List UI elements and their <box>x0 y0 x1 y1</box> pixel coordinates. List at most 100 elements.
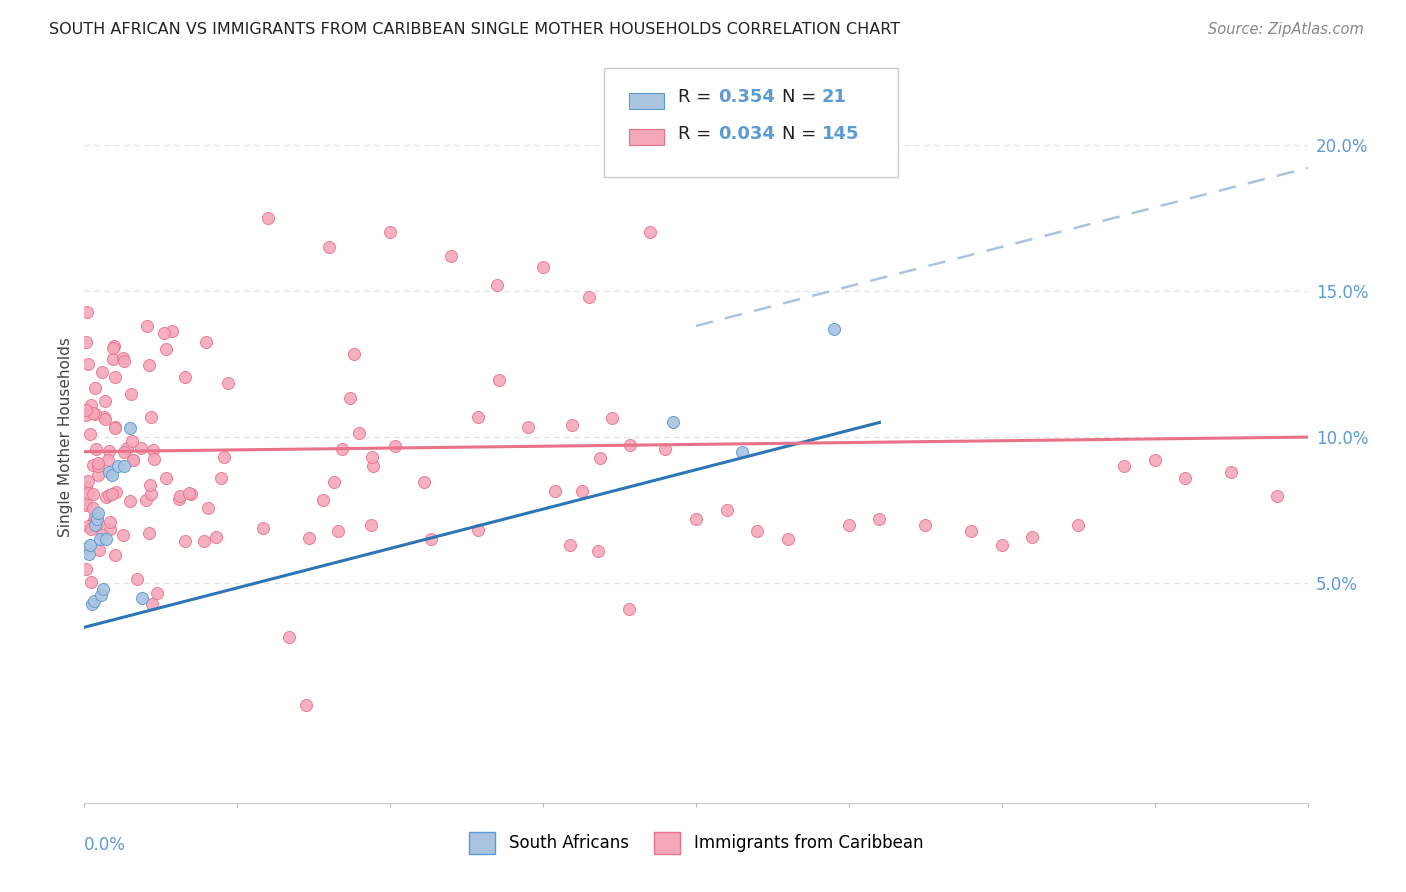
Point <box>467 410 489 425</box>
Point <box>83 513 105 527</box>
Point <box>142 443 165 458</box>
Point <box>380 225 402 239</box>
Point <box>600 411 623 425</box>
Point <box>412 475 434 490</box>
Point <box>129 441 152 455</box>
Point <box>98 522 121 536</box>
Point <box>332 442 354 456</box>
Point <box>141 597 163 611</box>
Text: 0.034: 0.034 <box>718 125 775 143</box>
Point <box>112 445 135 459</box>
Point <box>104 549 127 563</box>
Text: 21: 21 <box>823 88 846 106</box>
Point <box>82 458 104 472</box>
Point <box>112 353 135 368</box>
Point <box>278 630 301 644</box>
Point <box>960 524 983 538</box>
Text: Source: ZipAtlas.com: Source: ZipAtlas.com <box>1208 22 1364 37</box>
Point <box>75 498 97 512</box>
Point <box>1220 465 1243 479</box>
Point <box>776 533 799 547</box>
Point <box>347 425 370 440</box>
Point <box>86 512 108 526</box>
Point <box>1174 471 1197 485</box>
Point <box>84 442 107 456</box>
Point <box>823 322 845 336</box>
Legend: South Africans, Immigrants from Caribbean: South Africans, Immigrants from Caribbea… <box>463 826 929 860</box>
Point <box>174 534 197 549</box>
Point <box>544 483 567 498</box>
Point <box>716 503 738 517</box>
Text: 145: 145 <box>823 125 859 143</box>
Point <box>343 347 366 361</box>
Point <box>94 533 117 547</box>
Point <box>318 240 340 254</box>
Point <box>77 357 100 371</box>
Point <box>180 486 202 500</box>
Point <box>138 525 160 540</box>
Point <box>97 453 120 467</box>
Point <box>75 334 97 349</box>
Point <box>82 501 104 516</box>
Point <box>101 487 124 501</box>
Text: N =: N = <box>782 88 821 106</box>
Point <box>1021 530 1043 544</box>
Point <box>193 533 215 548</box>
Point <box>115 442 138 456</box>
Point <box>100 516 122 530</box>
Point <box>135 492 157 507</box>
Point <box>83 594 105 608</box>
Point <box>167 491 190 506</box>
Point <box>122 452 145 467</box>
Point <box>76 305 98 319</box>
Point <box>125 572 148 586</box>
Text: 0.0%: 0.0% <box>84 836 127 854</box>
Point <box>76 519 98 533</box>
Point <box>75 408 97 422</box>
Point <box>84 517 107 532</box>
Point <box>101 352 124 367</box>
Point <box>991 538 1014 552</box>
Point <box>79 538 101 552</box>
FancyBboxPatch shape <box>628 93 664 109</box>
Point <box>209 471 232 485</box>
Point <box>104 420 127 434</box>
Point <box>1143 453 1166 467</box>
Point <box>87 456 110 470</box>
Point <box>155 471 177 485</box>
Point <box>138 358 160 372</box>
Point <box>97 488 120 502</box>
Point <box>97 465 120 479</box>
Point <box>120 386 142 401</box>
Point <box>121 452 143 467</box>
Point <box>360 517 382 532</box>
Point <box>75 496 97 510</box>
Point <box>295 698 318 713</box>
Point <box>914 517 936 532</box>
Point <box>80 575 103 590</box>
Point <box>747 524 769 538</box>
Point <box>361 458 384 473</box>
Point <box>586 543 609 558</box>
Point <box>104 421 127 435</box>
Point <box>98 443 121 458</box>
Point <box>558 537 581 551</box>
Point <box>252 521 274 535</box>
Point <box>731 444 754 458</box>
Point <box>197 500 219 515</box>
Point <box>131 591 153 605</box>
Point <box>571 484 593 499</box>
Point <box>486 277 509 292</box>
Point <box>662 416 685 430</box>
Point <box>531 260 554 275</box>
Point <box>155 342 177 356</box>
Point <box>91 365 114 379</box>
Point <box>360 450 382 464</box>
Point <box>328 524 350 539</box>
Point <box>112 459 135 474</box>
Point <box>384 440 406 454</box>
Point <box>685 512 707 526</box>
Point <box>77 474 100 488</box>
FancyBboxPatch shape <box>605 68 898 178</box>
Point <box>1114 459 1136 474</box>
